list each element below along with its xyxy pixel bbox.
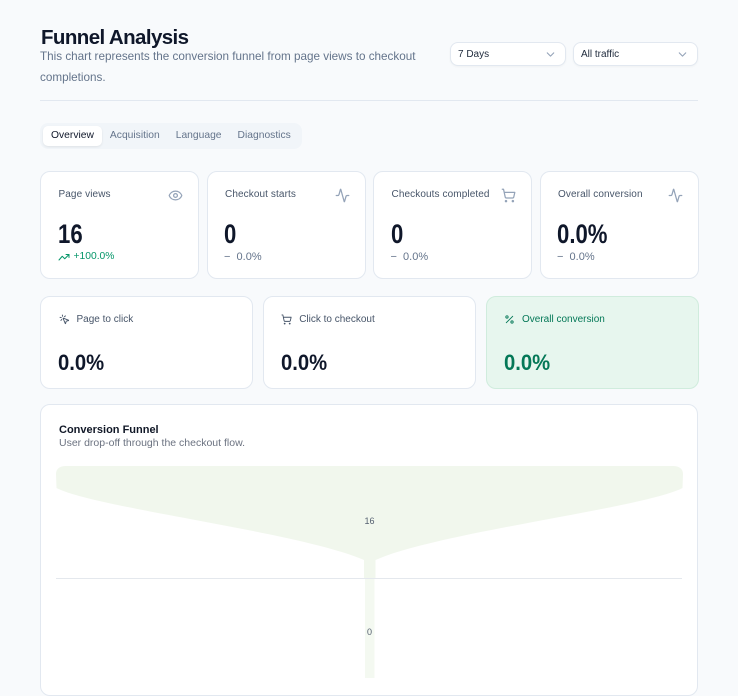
svg-text:0: 0 <box>367 627 372 637</box>
svg-text:16: 16 <box>364 516 374 526</box>
